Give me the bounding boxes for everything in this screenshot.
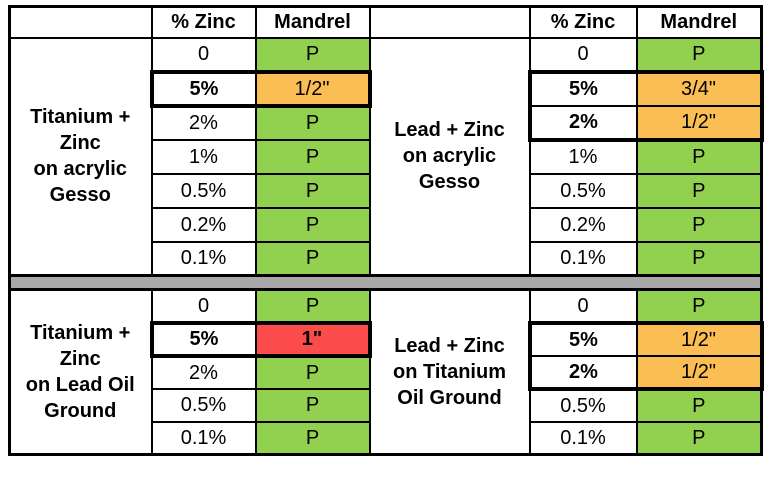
mandrel-cell: P	[254, 172, 371, 209]
zinc-cell: 2%	[150, 354, 257, 390]
mandrel-cell: P	[254, 354, 371, 390]
mandrel-cell: P	[254, 206, 371, 243]
column-header-zinc-left: % Zinc	[150, 5, 257, 39]
mandrel-cell: P	[635, 240, 763, 277]
zinc-cell: 2%	[150, 104, 257, 141]
mandrel-cell: 1/2"	[254, 69, 372, 108]
mandrel-cell: P	[635, 36, 763, 73]
mandrel-cell: P	[254, 387, 371, 423]
table-row: 0.5% P 0.5% P	[10, 172, 763, 209]
mandrel-cell: P	[254, 288, 371, 324]
table-row: 5% 1" 5% 1/2"	[10, 320, 764, 358]
table-row: 2% P 2% 1/2"	[10, 104, 764, 142]
mandrel-test-table-figure: % Zinc Mandrel % Zinc Mandrel Titanium +…	[8, 5, 764, 456]
zinc-cell: 0	[150, 36, 257, 73]
zinc-cell: 5%	[527, 320, 638, 357]
corner-cell-left	[8, 5, 153, 39]
table-row: 0.5% P 0.5% P	[10, 387, 763, 423]
zinc-cell: 0.1%	[150, 420, 257, 456]
group-label-titanium-zinc-gesso: Titanium + Zinc on acrylic Gesso	[8, 36, 153, 277]
zinc-cell: 0	[528, 36, 638, 73]
mandrel-cell: P	[254, 36, 371, 73]
zinc-cell: 0.5%	[150, 387, 257, 423]
mandrel-cell: P	[635, 172, 763, 209]
zinc-cell: 0.5%	[528, 172, 638, 209]
table-row: 0.1% P 0.1% P	[10, 420, 763, 456]
mandrel-cell: 1"	[254, 320, 372, 358]
zinc-cell: 0.2%	[528, 206, 638, 243]
table-row: 0.2% P 0.2% P	[10, 206, 763, 243]
column-header-mandrel-right: Mandrel	[635, 5, 763, 39]
divider-bar	[8, 274, 763, 291]
table-row: 1% P 1% P	[10, 138, 763, 175]
zinc-cell: 2%	[527, 354, 638, 391]
zinc-cell: 0.1%	[528, 240, 638, 277]
mandrel-cell: P	[254, 240, 371, 277]
divider-row	[8, 274, 763, 291]
zinc-cell: 0	[150, 288, 257, 324]
table-row: 2% P 2% 1/2"	[10, 354, 764, 391]
mandrel-cell: P	[635, 138, 763, 175]
zinc-cell: 2%	[527, 104, 638, 142]
group-label-lead-zinc-gesso: Lead + Zinc on acrylic Gesso	[368, 36, 531, 277]
zinc-cell: 5%	[527, 69, 638, 107]
table-row: 0.1% P 0.1% P	[10, 240, 763, 277]
mandrel-cell: P	[635, 387, 763, 423]
mandrel-cell: 3/4"	[635, 69, 764, 107]
zinc-cell: 1%	[150, 138, 257, 175]
column-header-mandrel-left: Mandrel	[254, 5, 371, 39]
zinc-cell: 0.5%	[150, 172, 257, 209]
group-label-lead-zinc-titanium-oil: Lead + Zinc on Titanium Oil Ground	[368, 288, 531, 456]
zinc-cell: 5%	[149, 69, 257, 108]
header-row: % Zinc Mandrel % Zinc Mandrel	[8, 5, 763, 39]
table-row: Titanium + Zinc on Lead Oil Ground 0 P L…	[8, 288, 763, 456]
mandrel-cell: P	[635, 288, 763, 324]
zinc-cell: 0.1%	[528, 420, 638, 456]
results-table: % Zinc Mandrel % Zinc Mandrel Titanium +…	[8, 5, 764, 456]
table-row: 5% 1/2" 5% 3/4"	[10, 69, 764, 108]
mandrel-cell: P	[635, 420, 763, 456]
zinc-cell: 0	[528, 288, 638, 324]
corner-cell-right	[368, 5, 531, 39]
mandrel-cell: 1/2"	[635, 320, 764, 357]
zinc-cell: 5%	[149, 320, 257, 358]
zinc-cell: 0.2%	[150, 206, 257, 243]
mandrel-cell: 1/2"	[635, 354, 764, 391]
zinc-cell: 1%	[528, 138, 638, 175]
mandrel-cell: 1/2"	[635, 104, 764, 142]
mandrel-cell: P	[254, 420, 371, 456]
mandrel-cell: P	[635, 206, 763, 243]
group-label-titanium-zinc-lead-oil: Titanium + Zinc on Lead Oil Ground	[8, 288, 153, 456]
table-row: Titanium + Zinc on acrylic Gesso 0 P Lea…	[8, 36, 763, 277]
column-header-zinc-right: % Zinc	[528, 5, 638, 39]
mandrel-cell: P	[254, 138, 371, 175]
zinc-cell: 0.1%	[150, 240, 257, 277]
mandrel-cell: P	[254, 104, 371, 141]
zinc-cell: 0.5%	[528, 387, 638, 423]
